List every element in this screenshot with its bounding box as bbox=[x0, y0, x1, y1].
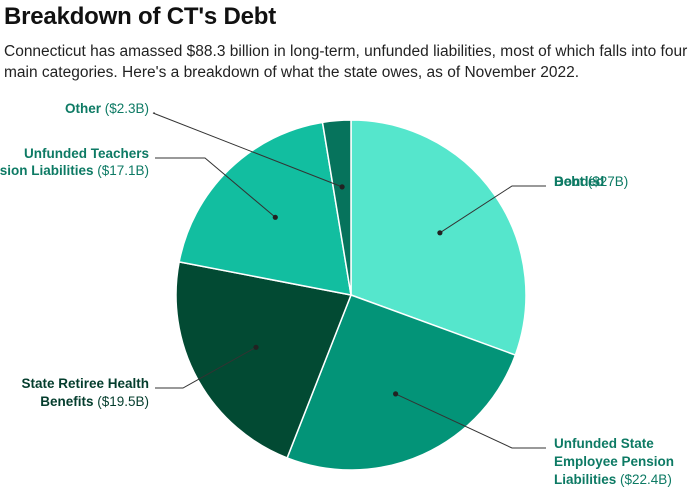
slice-label-state-retiree-health-benefits: State Retiree Health Benefits ($19.5B) bbox=[21, 376, 149, 409]
leader-lines bbox=[152, 112, 546, 449]
leader-dot-other bbox=[339, 184, 345, 190]
leader-line-state-retiree-health-benefits bbox=[155, 346, 257, 389]
pie-slice-unfunded-state-employee-pension-liabilities bbox=[286, 294, 517, 471]
leader-line-bonded-debt bbox=[439, 185, 546, 234]
pie-slices bbox=[175, 119, 527, 471]
chart-title: Breakdown of CT's Debt bbox=[4, 3, 276, 30]
slice-label-other: Other ($2.3B) bbox=[65, 101, 149, 116]
leader-dot-bonded-debt bbox=[437, 230, 443, 236]
leader-line-unfunded-state-employee-pension-liabilities bbox=[395, 393, 546, 449]
leader-dot-unfunded-state-employee-pension-liabilities bbox=[393, 391, 399, 397]
slice-label-unfunded-teachers-pension-liabilities: Unfunded TeachersPension Liabilities ($1… bbox=[0, 146, 149, 178]
chart-subtitle: Connecticut has amassed $88.3 billion in… bbox=[4, 43, 688, 81]
pie-slice-other bbox=[321, 119, 352, 296]
slice-labels: BondedDebt ($27B) Unfunded State Employee … bbox=[0, 101, 674, 487]
slice-label-bonded-debt: BondedDebt ($27B) bbox=[554, 174, 628, 189]
pie-slice-bonded-debt bbox=[350, 119, 527, 357]
slice-label-unfunded-state-employee-pension-liabilities: Unfunded State Employee Pension Liabilitie… bbox=[554, 436, 674, 487]
leader-line-unfunded-teachers-pension-liabilities bbox=[155, 157, 276, 218]
leader-dot-unfunded-teachers-pension-liabilities bbox=[272, 214, 278, 220]
leader-dot-state-retiree-health-benefits bbox=[253, 344, 259, 350]
leader-line-other bbox=[152, 112, 343, 188]
